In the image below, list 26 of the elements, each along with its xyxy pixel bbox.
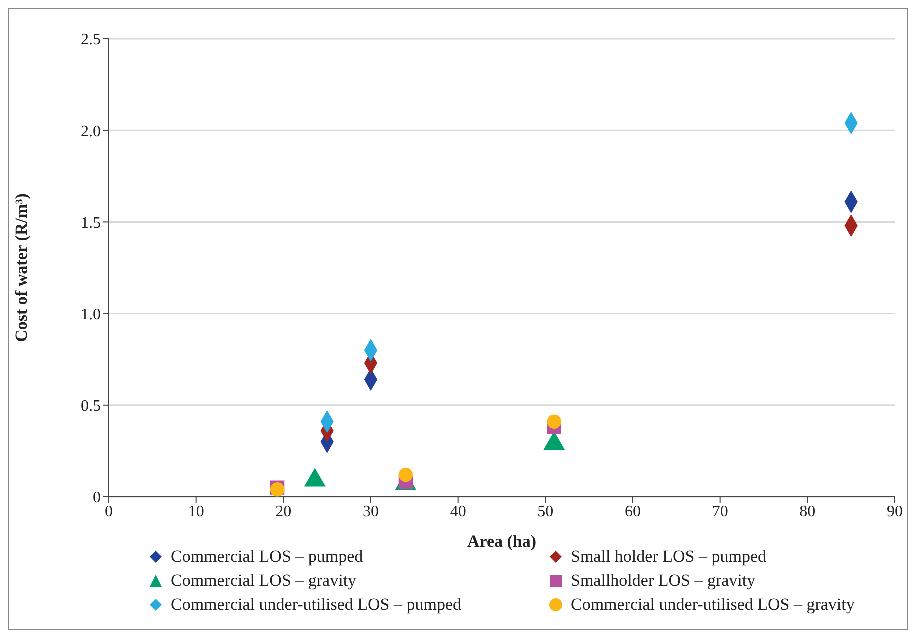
x-tick-label: 80: [800, 503, 816, 520]
x-axis-title: Area (ha): [467, 532, 537, 551]
x-tick-label: 70: [712, 503, 728, 520]
point: [398, 468, 414, 482]
legend-label: Commercial LOS – gravity: [171, 571, 357, 591]
y-tick-label: 0: [93, 490, 101, 507]
x-tick-label: 40: [450, 503, 466, 520]
legend-label: Commercial under-utilised LOS – gravity: [571, 595, 855, 615]
x-tick-label: 20: [276, 503, 292, 520]
y-axis-title: Cost of water (R/m³): [12, 194, 32, 342]
y-tick-label: 1.0: [81, 306, 101, 324]
legend-label: Smallholder LOS – gravity: [571, 571, 756, 591]
legend-label: Small holder LOS – pumped: [571, 547, 766, 567]
y-tick-label: 2.5: [81, 32, 101, 49]
y-tick-label: 2.0: [81, 123, 101, 140]
point: [547, 414, 562, 430]
x-tick-label: 90: [887, 503, 903, 520]
legend-label: Commercial LOS – pumped: [171, 547, 364, 567]
x-tick-label: 60: [625, 503, 641, 520]
legend-label: Commercial under-utilised LOS – pumped: [171, 595, 462, 615]
y-tick-label: 0.5: [81, 398, 101, 416]
y-tick-label: 1.5: [81, 214, 101, 232]
x-tick-label: 50: [538, 503, 554, 520]
x-tick-label: 0: [105, 503, 113, 520]
x-tick-label: 30: [363, 503, 379, 520]
x-tick-label: 10: [188, 503, 204, 520]
